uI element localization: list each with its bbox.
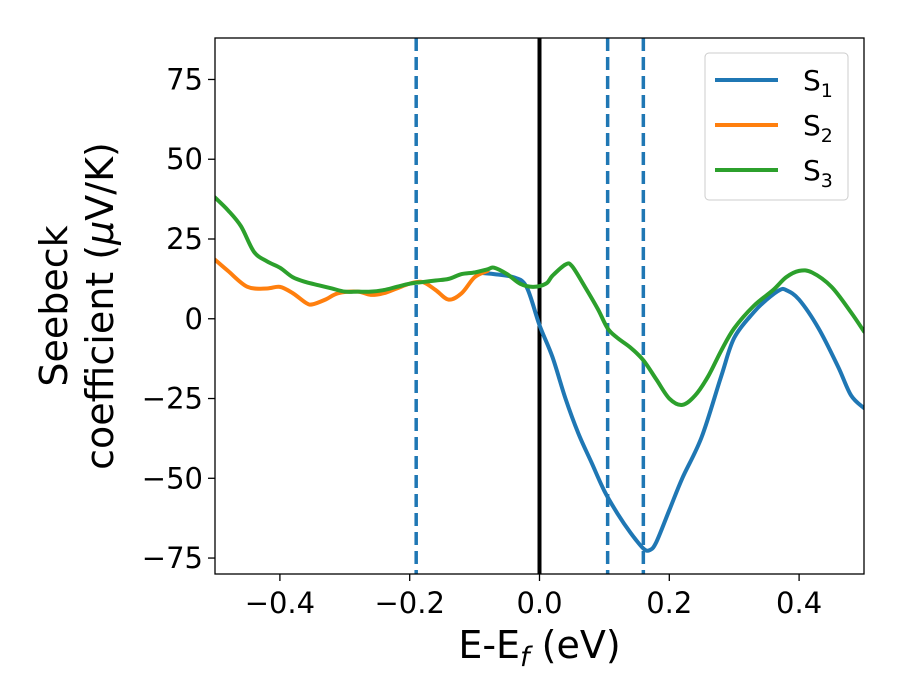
y-axis-label-line2: coefficient (μV/K) <box>78 142 122 470</box>
y-tick-label-0: 75 <box>166 62 203 96</box>
y-tick-label-2: 25 <box>166 222 203 256</box>
y-axis-label-line1: Seebeck <box>32 225 76 386</box>
x-tick-label-0: −0.4 <box>245 586 315 620</box>
series-line-s2 <box>215 257 490 307</box>
x-tick-label-3: 0.2 <box>646 586 692 620</box>
series-lines <box>215 195 864 553</box>
x-axis-ticks: −0.4 −0.2 0.0 0.2 0.4 <box>245 574 822 620</box>
y-tick-label-1: 50 <box>166 142 203 176</box>
x-tick-label-1: −0.2 <box>374 586 444 620</box>
y-tick-label-6: −75 <box>142 541 203 575</box>
reference-lines <box>414 38 646 574</box>
x-tick-label-2: 0.0 <box>516 586 562 620</box>
series-line-s3 <box>215 195 864 407</box>
y-tick-label-4: −25 <box>142 382 203 416</box>
series-line-s1 <box>472 270 864 553</box>
x-axis-label: E-Ef (eV) <box>458 623 620 673</box>
x-tick-label-4: 0.4 <box>776 586 822 620</box>
y-axis-label: Seebeck coefficient (μV/K) <box>32 142 122 470</box>
legend-label-s2: S2 <box>803 109 833 147</box>
y-tick-label-5: −50 <box>142 461 203 495</box>
legend-label-s3: S3 <box>803 154 833 192</box>
legend: S1 S2 S3 <box>704 52 849 201</box>
y-tick-label-3: 0 <box>185 302 203 336</box>
y-axis-ticks: 75 50 25 0 −25 −50 −75 <box>142 62 215 575</box>
legend-label-s1: S1 <box>803 64 833 102</box>
